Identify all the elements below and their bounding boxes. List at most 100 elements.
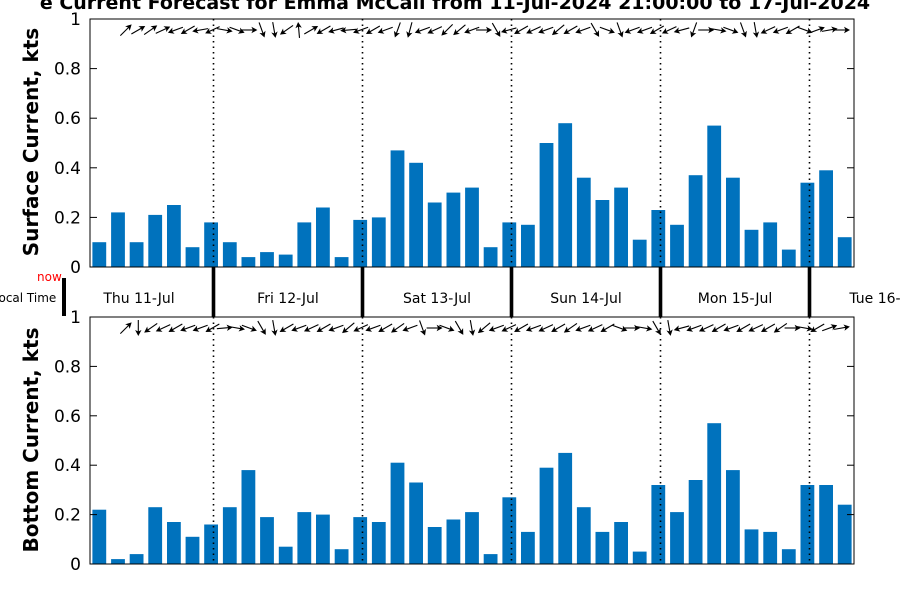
bar bbox=[353, 517, 368, 564]
y-tick-label: 0.2 bbox=[54, 208, 81, 228]
bar bbox=[316, 514, 330, 564]
bar bbox=[614, 187, 628, 267]
direction-arrow bbox=[241, 324, 257, 332]
bar bbox=[763, 222, 778, 267]
bar bbox=[167, 205, 181, 267]
bar bbox=[707, 125, 722, 267]
bar bbox=[390, 462, 405, 564]
bar bbox=[92, 242, 107, 267]
direction-arrow bbox=[391, 322, 405, 333]
direction-arrow bbox=[600, 323, 615, 332]
direction-arrow bbox=[353, 324, 369, 332]
direction-arrow bbox=[501, 324, 517, 332]
direction-arrow bbox=[563, 25, 578, 34]
direction-arrow bbox=[760, 323, 776, 332]
bar bbox=[781, 249, 796, 267]
plot-frame bbox=[89, 316, 855, 565]
direction-arrow bbox=[205, 26, 220, 34]
bottom-direction-arrows bbox=[119, 320, 850, 336]
direction-arrow bbox=[144, 322, 158, 333]
direction-arrow bbox=[205, 323, 220, 332]
direction-arrow bbox=[575, 26, 591, 34]
direction-arrow bbox=[563, 322, 578, 333]
bar bbox=[185, 536, 200, 564]
bar bbox=[726, 177, 740, 267]
bar bbox=[260, 252, 274, 267]
bar bbox=[688, 175, 703, 267]
bar bbox=[409, 162, 423, 267]
bottom-panel: Bottom Current, kts 0 0.2 0.4 0.6 0.8 1 bbox=[19, 308, 855, 575]
direction-arrow bbox=[538, 324, 554, 332]
day-separator bbox=[807, 267, 812, 317]
bar bbox=[148, 507, 163, 564]
bar bbox=[744, 229, 759, 267]
direction-arrow bbox=[192, 27, 209, 34]
y-tick-label: 1 bbox=[70, 10, 81, 30]
local-time-label: Local Time bbox=[0, 291, 56, 305]
direction-arrow bbox=[291, 324, 307, 332]
surface-axes: 0 0.2 0.4 0.6 0.8 1 bbox=[54, 10, 855, 278]
surface-direction-arrows bbox=[119, 22, 850, 39]
bar bbox=[148, 214, 163, 267]
y-tick-label: 0.4 bbox=[54, 456, 81, 476]
direction-arrow bbox=[168, 323, 183, 332]
bar bbox=[446, 519, 461, 564]
direction-arrow bbox=[612, 324, 628, 332]
bar bbox=[502, 497, 517, 564]
direction-arrow bbox=[377, 26, 393, 34]
direction-arrow bbox=[119, 322, 132, 335]
bar bbox=[409, 482, 423, 564]
direction-arrow bbox=[666, 320, 673, 336]
bar bbox=[688, 480, 703, 564]
day-separator bbox=[211, 267, 216, 317]
bar bbox=[297, 512, 312, 564]
direction-arrow bbox=[772, 26, 789, 34]
direction-arrow bbox=[216, 324, 233, 332]
bar bbox=[260, 517, 274, 564]
day-separator bbox=[360, 267, 365, 317]
direction-arrow bbox=[476, 26, 492, 34]
bar bbox=[781, 549, 796, 564]
bottom-bars bbox=[92, 423, 852, 564]
bar bbox=[316, 207, 330, 267]
direction-arrow bbox=[810, 323, 825, 332]
surface-y-axis-label: Surface Current, kts bbox=[19, 28, 43, 256]
bar bbox=[111, 559, 125, 564]
direction-arrow bbox=[488, 324, 505, 332]
bar bbox=[707, 423, 722, 564]
bar bbox=[558, 123, 573, 267]
direction-arrow bbox=[616, 22, 624, 38]
direction-arrow bbox=[135, 320, 142, 336]
bar bbox=[222, 242, 237, 267]
direction-arrow bbox=[414, 26, 431, 34]
direction-arrow bbox=[834, 26, 850, 34]
direction-arrow bbox=[328, 27, 344, 34]
direction-arrow bbox=[279, 323, 294, 332]
direction-arrow bbox=[785, 25, 800, 34]
direction-arrow bbox=[303, 324, 319, 332]
direction-arrow bbox=[453, 24, 466, 36]
day-label: Thu 11-Jul bbox=[102, 291, 174, 307]
bar bbox=[204, 524, 218, 564]
bar bbox=[465, 187, 479, 267]
bar bbox=[521, 531, 535, 564]
direction-arrow bbox=[316, 323, 331, 332]
day-label: Sun 14-Jul bbox=[550, 291, 622, 307]
direction-arrow bbox=[229, 26, 245, 34]
direction-arrow bbox=[711, 323, 726, 332]
direction-arrow bbox=[271, 320, 278, 336]
direction-arrow bbox=[316, 25, 331, 34]
direction-arrow bbox=[328, 324, 344, 332]
direction-arrow bbox=[773, 322, 788, 333]
direction-arrow bbox=[464, 26, 480, 34]
direction-arrow bbox=[271, 22, 278, 38]
bar bbox=[371, 217, 386, 267]
direction-arrow bbox=[551, 24, 565, 36]
timeline: Thu 11-Jul Fri 12-Jul Sat 13-Jul Sun 14-Jul… bbox=[0, 267, 900, 317]
y-tick-label: 0.8 bbox=[54, 357, 81, 377]
bar bbox=[502, 222, 517, 267]
bar bbox=[632, 551, 647, 564]
direction-arrow bbox=[710, 27, 727, 34]
